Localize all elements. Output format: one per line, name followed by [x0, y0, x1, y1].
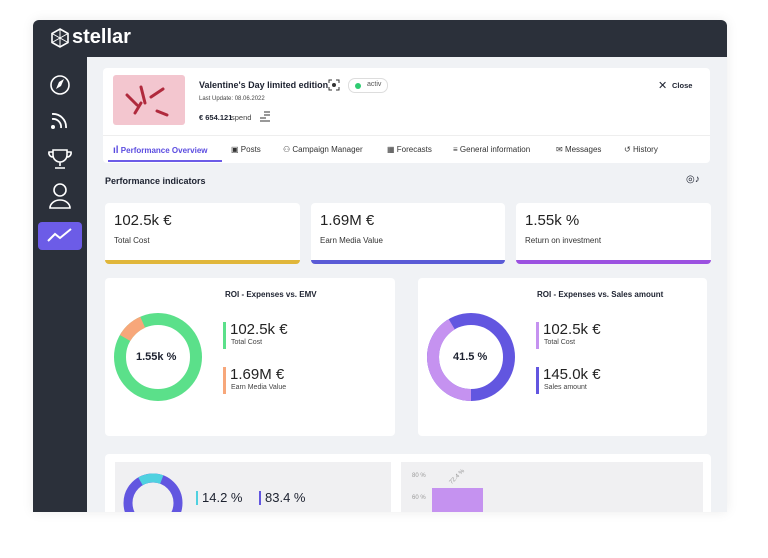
- tab[interactable]: ⚇ Campaign Manager: [283, 145, 363, 154]
- bottom-value: 14.2 %: [202, 490, 243, 505]
- donut-center: 1.55k %: [136, 351, 177, 363]
- bottom-value: 83.4 %: [265, 490, 306, 505]
- kpi-label: Earn Media Value: [320, 236, 383, 245]
- legend-label: Earn Media Value: [231, 384, 287, 391]
- campaign-thumbnail: [113, 75, 185, 125]
- legend-value: 102.5k €: [230, 321, 288, 338]
- legend-label: Sales amount: [544, 384, 587, 391]
- legend-bar: [223, 322, 226, 349]
- social-icons[interactable]: ◎♪: [686, 174, 700, 185]
- tab[interactable]: ▦ Forecasts: [387, 145, 432, 154]
- donut-center: 41.5 %: [453, 351, 488, 363]
- legend-value: 102.5k €: [543, 321, 601, 338]
- tab[interactable]: ↺ History: [624, 145, 658, 154]
- status-text: activ: [367, 81, 382, 88]
- donut: [427, 313, 515, 401]
- campaign-title: Valentine's Day limited edition: [199, 80, 329, 90]
- active-tab-indicator: [108, 160, 222, 162]
- kpi-card: 1.69M € Earn Media Value: [311, 203, 505, 264]
- tab[interactable]: ✉ Messages: [556, 145, 602, 154]
- roi-title: ROI - Expenses vs. Sales amount: [537, 290, 664, 299]
- legend-bar: [259, 491, 261, 505]
- legend-label: Total Cost: [544, 339, 576, 346]
- campaign-header: [103, 68, 710, 163]
- kpi-card: 1.55k % Return on investment: [516, 203, 711, 264]
- status-badge: activ: [348, 78, 388, 93]
- sidebar-icons[interactable]: [33, 57, 87, 257]
- y-tick-label: 80 %: [412, 473, 426, 479]
- kpi-label: Total Cost: [114, 236, 150, 245]
- coins-icon: [260, 111, 270, 122]
- kpi-card: 102.5k € Total Cost: [105, 203, 300, 264]
- roi-card: ROI - Expenses vs. EMV 1.55k % 102.5k € …: [105, 278, 395, 436]
- legend-bar: [536, 367, 539, 394]
- roi-card: ROI - Expenses vs. Sales amount 41.5 % 1…: [418, 278, 707, 436]
- scan-icon[interactable]: [328, 79, 340, 91]
- kpi-value: 1.69M €: [320, 212, 375, 229]
- close-button[interactable]: Close: [672, 81, 693, 90]
- spend-value: € 654.121: [199, 113, 233, 122]
- roi-title: ROI - Expenses vs. EMV: [225, 290, 317, 299]
- legend-value: 145.0k €: [543, 366, 601, 383]
- sidebar: [33, 57, 87, 512]
- legend-bar: [223, 367, 226, 394]
- close-icon[interactable]: ✕: [658, 80, 668, 92]
- tab[interactable]: ▣ Posts: [231, 145, 261, 154]
- tab[interactable]: ≡ General information: [453, 145, 531, 154]
- small-donut: [123, 473, 183, 512]
- y-tick-label: 60 %: [412, 495, 426, 501]
- legend-bar: [196, 491, 198, 505]
- top-bar: [33, 20, 727, 57]
- kpi-value: 1.55k %: [525, 212, 580, 229]
- divider: [103, 135, 710, 136]
- logo-icon: [51, 28, 69, 48]
- brand: stellar: [72, 26, 131, 48]
- last-update: Last Update: 08.06.2022: [199, 96, 265, 102]
- tab[interactable]: ıl Performance Overview: [113, 145, 208, 156]
- bottom-panel: [115, 462, 391, 512]
- donut: [114, 313, 202, 401]
- spend-label: spend: [231, 113, 252, 122]
- kpi-value: 102.5k €: [114, 212, 172, 229]
- legend-value: 1.69M €: [230, 366, 285, 383]
- kpi-label: Return on investment: [525, 236, 602, 245]
- section-title: Performance indicators: [105, 176, 206, 186]
- legend-label: Total Cost: [231, 339, 263, 346]
- legend-bar: [536, 322, 539, 349]
- bar: [432, 488, 483, 512]
